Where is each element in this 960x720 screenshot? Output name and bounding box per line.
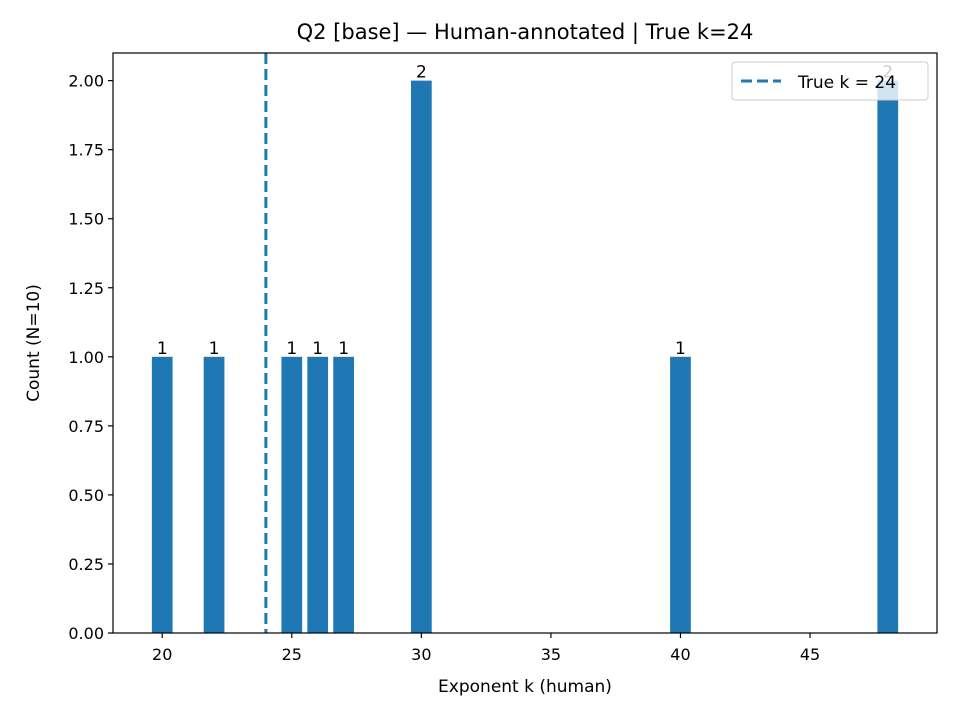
bar-value-label-k-25: 1 [286,339,297,359]
bar-value-label-k-22: 1 [209,339,220,359]
bar-k-26 [307,356,329,633]
bar-value-label-k-20: 1 [157,339,168,359]
y-tick-label-1: 0.25 [68,555,104,574]
bar-value-label-k-26: 1 [312,339,323,359]
y-tick-label-7: 1.75 [68,141,104,160]
x-axis-ticks: 20 25 30 35 40 45 [152,633,820,664]
x-tick-label-35: 35 [541,645,561,664]
y-axis-label: Count (N=10) [24,284,44,402]
y-tick-label-3: 0.75 [68,417,104,436]
legend-box [731,61,929,101]
bar-k-48 [877,80,899,634]
legend-entry-true-k: True k = 24 [797,73,896,93]
x-tick-label-40: 40 [670,645,690,664]
bar-value-label-k-40: 1 [675,339,686,359]
y-tick-label-5: 1.25 [68,279,104,298]
y-axis-ticks: 0.00 0.25 0.50 0.75 1.00 1.25 1.50 1.75 2.00 [68,72,113,643]
x-axis-label: Exponent k (human) [438,677,612,697]
x-tick-label-30: 30 [411,645,431,664]
bar-k-30 [410,80,432,634]
bars-group [151,80,899,634]
chart-title: Q2 [base] — Human-annotated | True k=24 [297,20,754,45]
x-tick-label-25: 25 [282,645,302,664]
bar-k-25 [281,356,303,633]
y-tick-label-2: 0.50 [68,486,104,505]
y-tick-label-8: 2.00 [68,72,104,91]
x-tick-label-20: 20 [152,645,172,664]
bar-k-22 [203,356,225,633]
bar-k-20 [151,356,173,633]
legend: True k = 24 [731,61,929,101]
bar-k-40 [670,356,691,633]
x-tick-label-45: 45 [800,645,820,664]
bar-value-label-k-27: 1 [338,339,349,359]
plot-area-frame [112,52,938,634]
bar-k-27 [333,356,354,633]
y-tick-label-4: 1.00 [68,348,104,367]
y-tick-label-0: 0.00 [68,624,104,643]
bar-value-label-k-30: 2 [416,63,427,83]
y-tick-label-6: 1.50 [68,210,104,229]
